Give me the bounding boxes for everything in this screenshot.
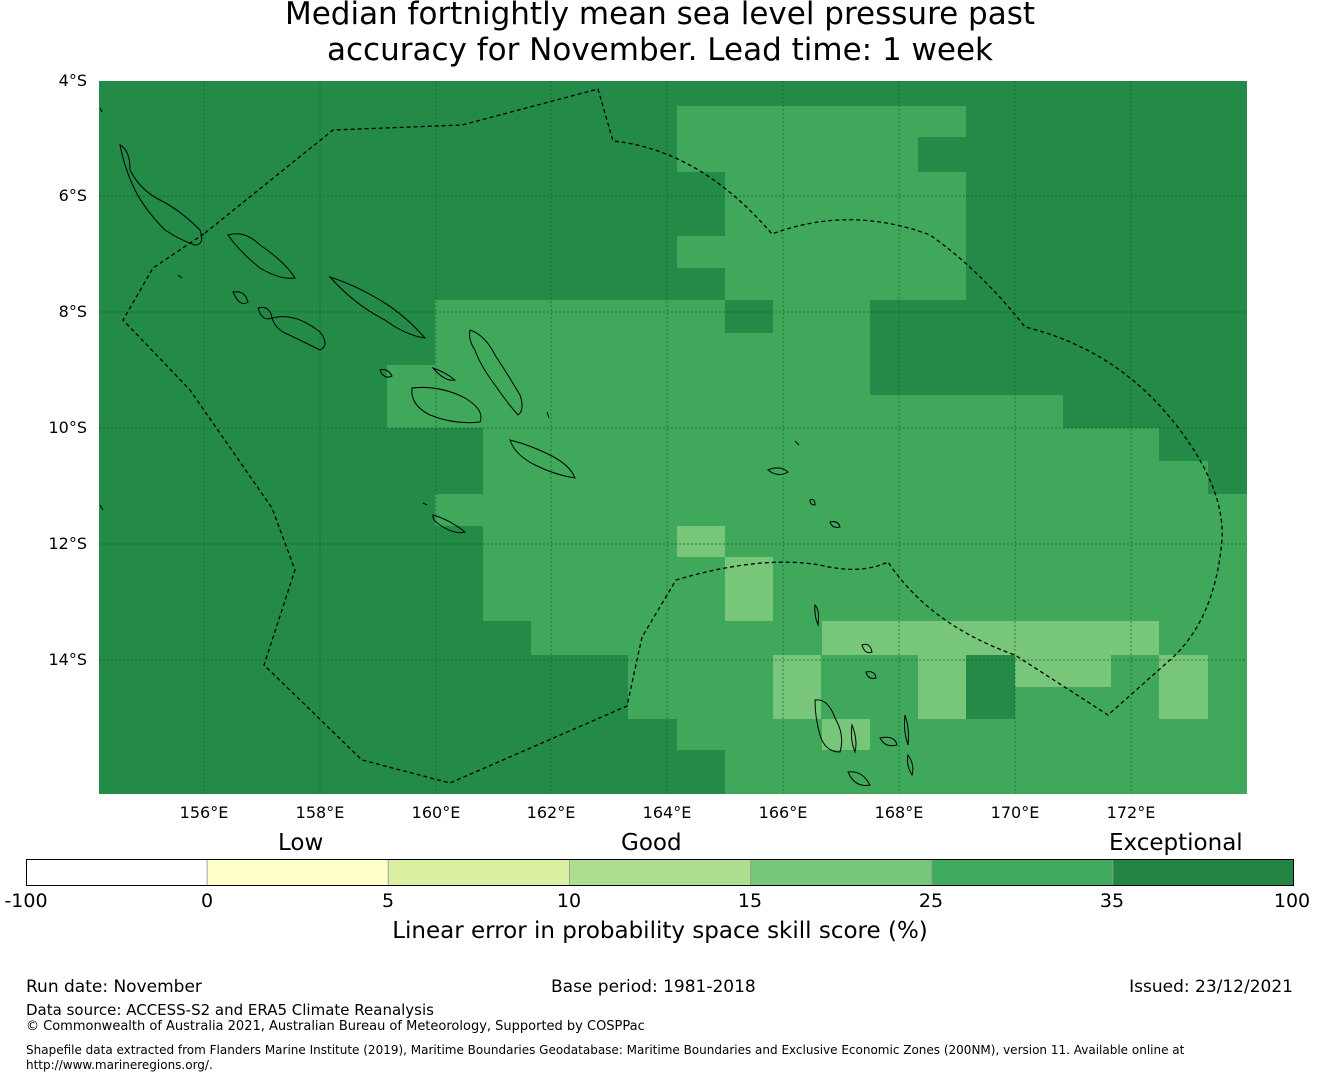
vanuatu-islands — [847, 714, 914, 786]
skill-region-good — [725, 750, 1247, 794]
run-date: Run date: November — [26, 977, 202, 997]
lon-label-172e: 172°E — [1106, 803, 1156, 822]
lat-label-14s: 14°S — [48, 650, 87, 669]
skill-region-good — [387, 395, 1063, 428]
map-canvas — [99, 81, 1247, 794]
skill-region-good-low — [918, 655, 966, 719]
skill-region-good-low — [822, 719, 870, 750]
skill-region-good — [387, 365, 870, 395]
colorbar-bin — [206, 859, 389, 886]
skill-region-good-low — [773, 655, 821, 719]
legend-category-good: Good — [621, 830, 682, 856]
skill-region-good-low — [822, 621, 1159, 655]
colorbar-bin — [387, 859, 570, 886]
skill-region-good — [435, 300, 870, 333]
new-georgia-island — [232, 291, 326, 351]
bougainville-island — [119, 144, 203, 246]
skill-region-exceptional — [1159, 428, 1247, 461]
skill-region-good — [435, 333, 870, 365]
colorbar-bin — [931, 859, 1114, 886]
legend-category-exceptional: Exceptional — [1109, 830, 1243, 856]
lat-label-8s: 8°S — [58, 302, 87, 321]
map-title: Median fortnightly mean sea level pressu… — [0, 0, 1320, 68]
skill-region-good — [483, 428, 1159, 461]
eez-boundaries — [122, 88, 1223, 784]
skill-region-good-low — [725, 557, 773, 621]
copyright: © Commonwealth of Australia 2021, Austra… — [26, 1019, 645, 1034]
colorbar-tick: 35 — [1099, 890, 1125, 912]
colorbar-outline — [26, 859, 1294, 886]
small-islands — [99, 107, 800, 511]
skill-region-good — [435, 494, 1247, 526]
malaita-island — [469, 329, 523, 416]
colorbar — [26, 859, 1294, 886]
colorbar-bin — [569, 859, 751, 886]
colorbar-bin — [750, 859, 933, 886]
colorbar-bin — [1112, 859, 1294, 886]
legend-category-low: Low — [278, 830, 324, 856]
title-line-1: Median fortnightly mean sea level pressu… — [284, 0, 1036, 32]
skill-region-good — [483, 461, 1208, 494]
skill-region-exceptional — [1208, 461, 1247, 494]
colorbar-tick: 5 — [381, 890, 395, 912]
skill-region-exceptional — [966, 655, 1015, 719]
skill-region-good — [677, 137, 918, 172]
skill-region-good-low — [677, 526, 725, 557]
santa-isabel-island — [328, 275, 427, 339]
lon-label-170e: 170°E — [990, 803, 1040, 822]
graticule — [99, 81, 1247, 794]
rennell-island — [432, 514, 467, 534]
lat-label-12s: 12°S — [48, 534, 87, 553]
base-period: Base period: 1981-2018 — [551, 977, 756, 997]
skill-region-exceptional — [918, 137, 966, 172]
solomon-islands-eez — [122, 88, 1223, 784]
lon-label-160e: 160°E — [411, 803, 461, 822]
lat-label-6s: 6°S — [58, 186, 87, 205]
colorbar-tick: 100 — [1273, 890, 1311, 912]
lon-label-162e: 162°E — [526, 803, 576, 822]
colorbar-bin — [26, 859, 208, 886]
lon-label-168e: 168°E — [874, 803, 924, 822]
coastlines — [99, 107, 914, 786]
lon-label-164e: 164°E — [642, 803, 692, 822]
shapefile-credit: Shapefile data extracted from Flanders M… — [26, 1043, 1185, 1057]
choiseul-island — [227, 233, 296, 279]
skill-region-exceptional — [725, 300, 773, 333]
torres-banks-islands — [814, 603, 877, 679]
data-source: Data source: ACCESS-S2 and ERA5 Climate … — [26, 1001, 434, 1019]
guadalcanal-island — [411, 387, 482, 424]
colorbar-tick: 10 — [556, 890, 582, 912]
colorbar-label: Linear error in probability space skill … — [392, 918, 928, 944]
santa-cruz-islands — [767, 467, 841, 528]
skill-region-good — [725, 268, 966, 300]
issued-date: Issued: 23/12/2021 — [1129, 977, 1293, 997]
colorbar-tick: -100 — [4, 890, 48, 912]
skill-region-good — [677, 236, 966, 268]
skill-region-good — [483, 526, 1247, 621]
skill-region-good-low — [1159, 655, 1208, 719]
shapefile-url: http://www.marineregions.org/. — [26, 1058, 213, 1072]
espiritu-santo-island — [814, 699, 843, 753]
lon-label-166e: 166°E — [758, 803, 808, 822]
colorbar-tick: 15 — [737, 890, 763, 912]
title-line-2: accuracy for November. Lead time: 1 week — [326, 32, 993, 68]
skill-region-good — [677, 106, 966, 137]
skill-region-exceptional — [870, 333, 1063, 395]
colorbar-tick: 0 — [200, 890, 214, 912]
skill-region-good — [725, 172, 966, 236]
colorbar-tick: 25 — [918, 890, 944, 912]
lon-label-158e: 158°E — [295, 803, 345, 822]
san-cristobal-island — [509, 439, 576, 479]
skill-region-good — [677, 719, 1247, 750]
skill-grid — [99, 81, 1247, 794]
lon-label-156e: 156°E — [179, 803, 229, 822]
lat-label-4s: 4°S — [58, 71, 87, 90]
lat-label-10s: 10°S — [48, 418, 87, 437]
